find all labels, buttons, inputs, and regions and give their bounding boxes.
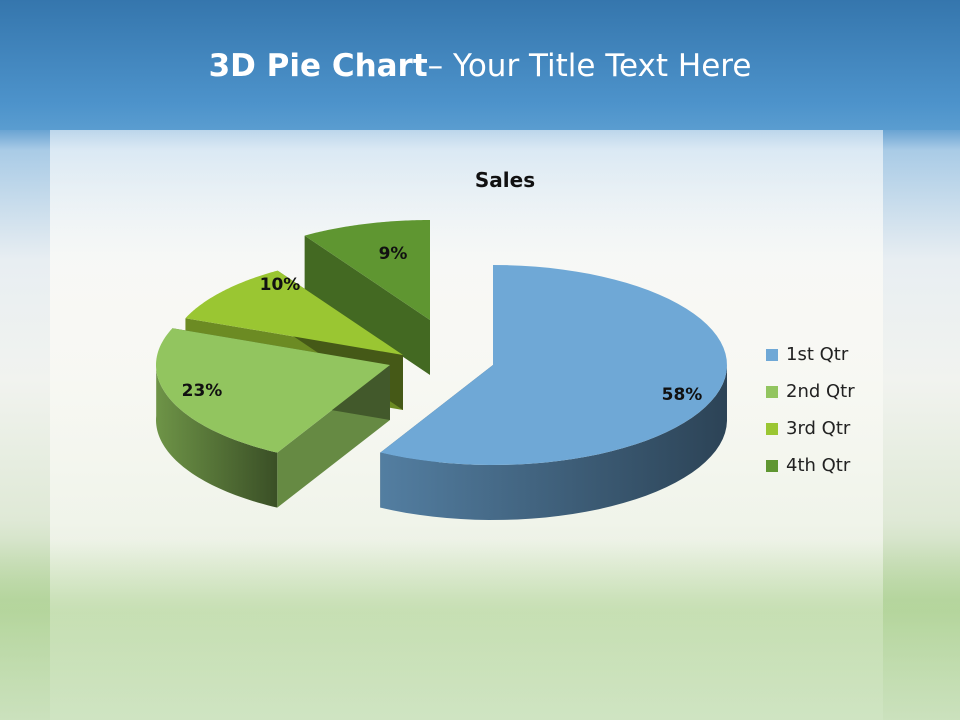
legend-label: 3rd Qtr xyxy=(786,418,851,439)
slice-outer-wall xyxy=(156,361,278,508)
chart-title: Sales xyxy=(474,168,536,192)
legend-item: 2nd Qtr xyxy=(766,373,855,410)
legend-swatch xyxy=(766,459,778,472)
legend-label: 2nd Qtr xyxy=(786,381,855,402)
legend-swatch xyxy=(766,348,778,361)
pie-slice-1: 58% xyxy=(380,265,727,520)
legend-label: 1st Qtr xyxy=(786,344,849,365)
flower-meadow-background xyxy=(0,540,960,720)
legend-item: 4th Qtr xyxy=(766,447,855,484)
legend-item: 3rd Qtr xyxy=(766,410,855,447)
data-label-2: 23% xyxy=(182,381,223,401)
slice-top-face xyxy=(185,270,403,355)
pie-slice-4: 9% xyxy=(304,220,430,375)
data-label-4: 9% xyxy=(379,244,408,264)
slide-title: 3D Pie Chart– Your Title Text Here xyxy=(0,48,960,84)
legend-label: 4th Qtr xyxy=(786,455,851,476)
legend-swatch xyxy=(766,422,778,435)
data-label-1: 58% xyxy=(662,385,703,405)
slice-side-wall xyxy=(304,235,430,375)
slide-header xyxy=(0,0,960,130)
title-rest: – Your Title Text Here xyxy=(427,48,752,84)
pie-slice-2: 23% xyxy=(156,328,390,508)
slice-top-face xyxy=(380,265,727,465)
title-bold: 3D Pie Chart xyxy=(208,48,428,84)
legend: 1st Qtr 2nd Qtr 3rd Qtr 4th Qtr xyxy=(766,336,855,484)
data-label-3: 10% xyxy=(260,275,301,295)
slice-top-face xyxy=(304,220,430,320)
slice-outer-wall xyxy=(380,365,727,520)
legend-swatch xyxy=(766,385,778,398)
slice-top-face xyxy=(156,328,390,453)
legend-item: 1st Qtr xyxy=(766,336,855,373)
